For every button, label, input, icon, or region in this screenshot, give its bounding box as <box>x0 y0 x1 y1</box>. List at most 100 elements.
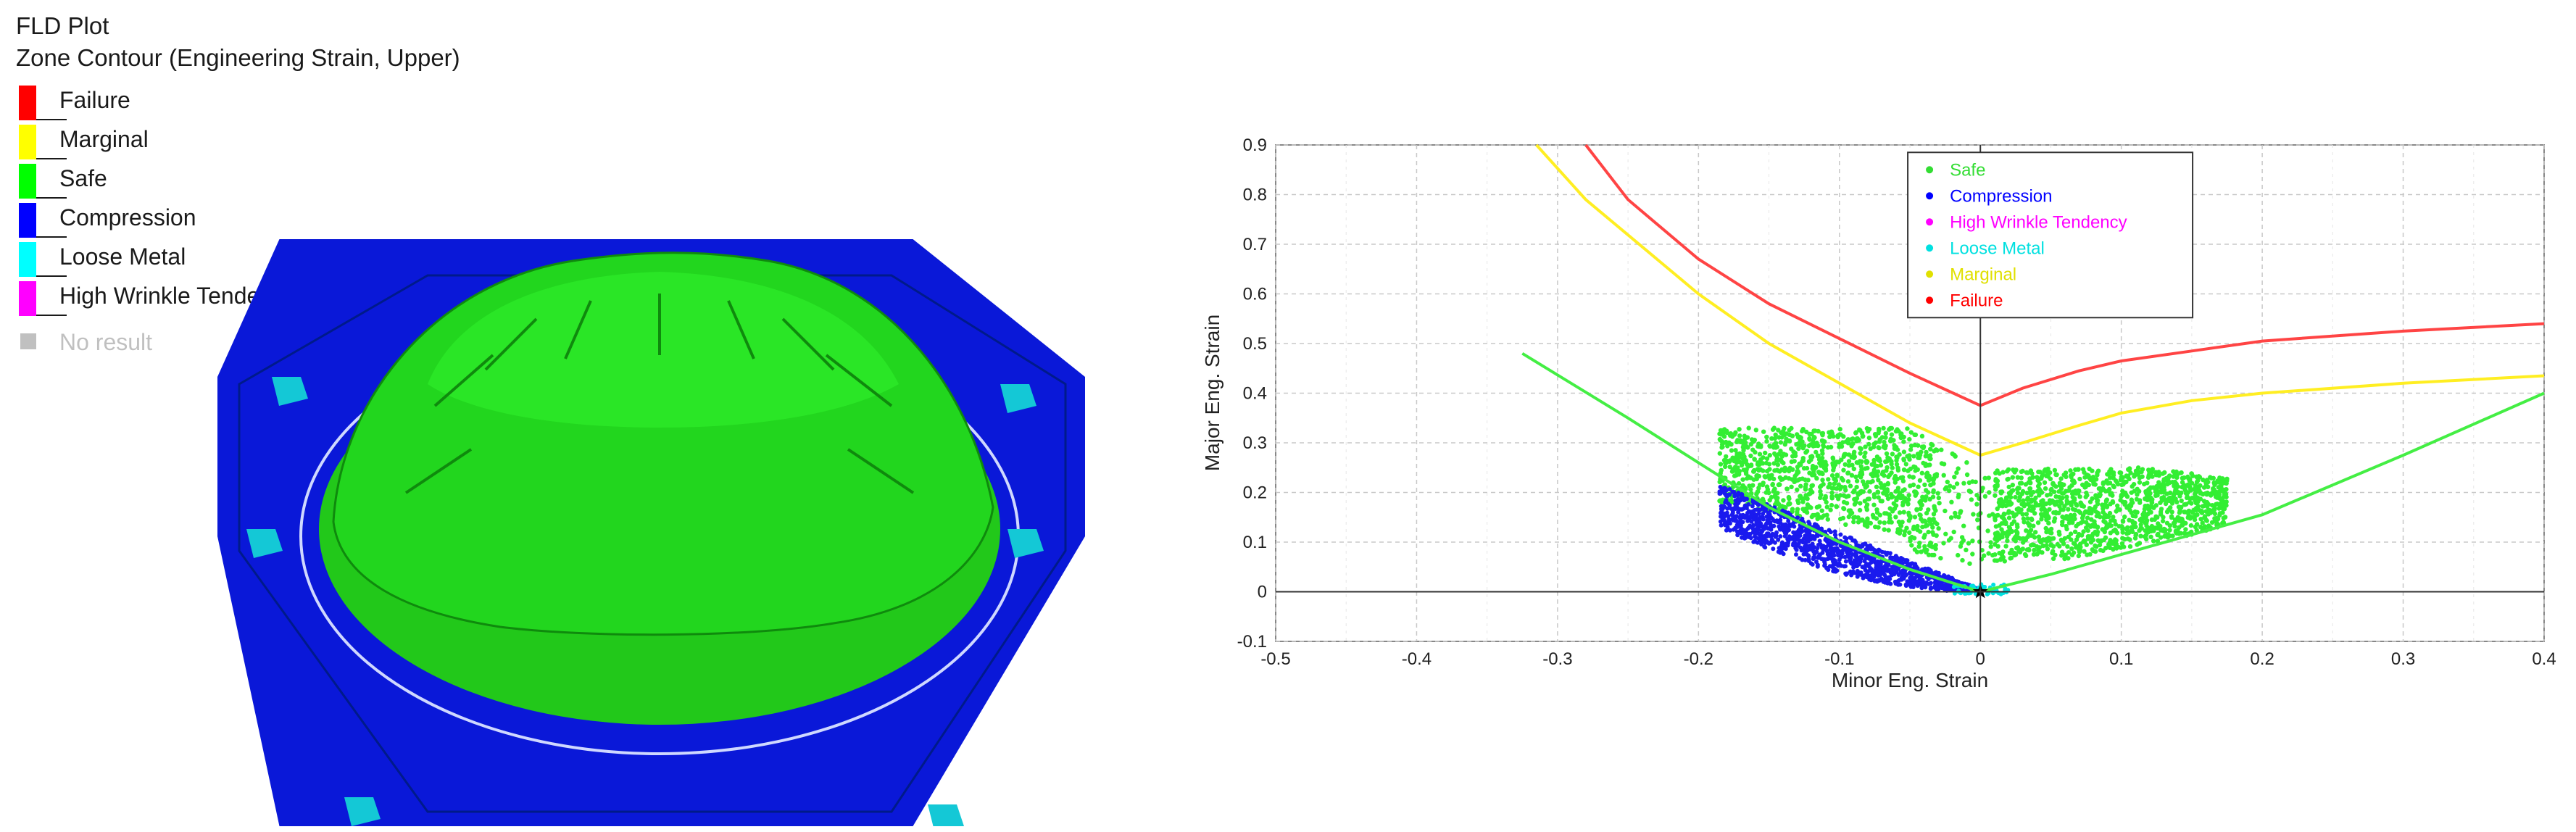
safe-point <box>2090 537 2095 543</box>
safe-point <box>1951 529 1956 535</box>
safe-point <box>1882 489 1887 494</box>
compression-point <box>1791 530 1796 535</box>
safe-point <box>1717 436 1723 442</box>
compression-point <box>1717 489 1722 494</box>
safe-point <box>2183 491 2189 496</box>
compression-point <box>1743 531 1748 536</box>
safe-point <box>2081 504 2086 509</box>
safe-point <box>2025 516 2030 521</box>
safe-point <box>2051 549 2056 554</box>
safe-point <box>1846 452 1852 457</box>
safe-point <box>2130 500 2135 505</box>
safe-point <box>2128 470 2133 475</box>
safe-point <box>2076 491 2081 496</box>
safe-point <box>2139 519 2145 524</box>
safe-point <box>2159 485 2164 491</box>
safe-point <box>2115 481 2121 487</box>
stamped-part-contour[interactable] <box>196 232 1109 826</box>
safe-point <box>2072 496 2077 502</box>
safe-point <box>1918 512 1923 518</box>
safe-point <box>1863 444 1868 449</box>
safe-point <box>2076 467 2081 472</box>
safe-point <box>1997 503 2003 509</box>
safe-point <box>1892 473 1898 479</box>
safe-point <box>2020 512 2025 517</box>
safe-point <box>1821 443 1826 448</box>
legend-entry: Marginal <box>1950 265 2016 284</box>
safe-point <box>2014 467 2019 473</box>
safe-point <box>2101 487 2106 492</box>
safe-point <box>1919 449 1924 454</box>
safe-point <box>1941 541 1946 546</box>
y-tick-label: 0.8 <box>1243 186 1267 205</box>
compression-point <box>1783 509 1788 515</box>
compression-point <box>1814 559 1819 565</box>
no-result-label: No result <box>59 329 153 355</box>
safe-point <box>1887 438 1893 444</box>
safe-point <box>1845 479 1851 484</box>
safe-point <box>1919 470 1924 475</box>
y-tick-label: 0 <box>1258 583 1267 602</box>
safe-point <box>2029 508 2035 513</box>
compression-point <box>1771 524 1776 529</box>
safe-point <box>2106 514 2111 519</box>
zone-swatch <box>19 203 36 238</box>
safe-point <box>2090 533 2095 538</box>
safe-point <box>1842 462 1848 467</box>
safe-point <box>2120 536 2125 541</box>
compression-point <box>1763 534 1769 539</box>
safe-point <box>1741 443 1746 448</box>
legend-entry: Safe <box>1950 160 1985 180</box>
safe-point <box>2062 515 2067 521</box>
compression-point <box>1855 568 1860 573</box>
safe-point <box>1734 439 1740 444</box>
safe-point <box>1722 464 1728 470</box>
safe-point <box>1761 429 1766 434</box>
compression-point <box>1724 488 1729 493</box>
compression-point <box>1861 565 1866 570</box>
safe-point <box>2066 515 2072 520</box>
safe-point <box>1860 434 1865 439</box>
compression-point <box>1764 514 1769 519</box>
compression-point <box>1926 568 1931 573</box>
safe-point <box>1752 457 1757 462</box>
safe-point <box>1882 511 1887 516</box>
safe-point <box>2211 475 2216 481</box>
safe-point <box>1767 443 1772 449</box>
safe-point <box>2151 538 2156 544</box>
safe-point <box>2126 467 2131 472</box>
safe-point <box>1807 437 1812 442</box>
safe-point <box>2032 547 2037 553</box>
safe-point <box>2021 498 2026 503</box>
safe-point <box>2127 503 2132 508</box>
safe-point <box>2072 512 2077 517</box>
compression-point <box>1727 517 1732 522</box>
safe-point <box>2009 528 2015 534</box>
compression-point <box>1763 541 1768 545</box>
safe-point <box>1928 456 1933 462</box>
safe-point <box>2183 527 2188 532</box>
safe-point <box>1900 478 1906 483</box>
safe-point <box>2103 535 2108 540</box>
safe-point <box>2103 520 2108 525</box>
safe-point <box>1837 493 1843 498</box>
safe-point <box>2188 488 2193 493</box>
fld-scatter-chart[interactable]: -0.5 -0.4 -0.3 -0.2 -0.1 0 0.1 0.2 0.3 0.4 -0.1 0 0.… <box>1174 101 2573 703</box>
safe-point <box>2170 480 2175 485</box>
safe-point <box>1898 475 1903 481</box>
safe-point <box>2033 495 2038 501</box>
safe-point <box>1911 526 1916 531</box>
safe-point <box>1747 483 1752 488</box>
safe-point <box>1834 493 1840 499</box>
safe-point <box>1795 469 1800 474</box>
compression-point <box>1811 555 1816 560</box>
safe-point <box>1841 434 1846 439</box>
safe-point <box>2061 507 2066 512</box>
safe-point <box>1943 531 1948 536</box>
safe-point <box>1993 536 1998 541</box>
zone-legend-item: Safe <box>16 159 451 199</box>
safe-point <box>2095 499 2100 504</box>
compression-point <box>1874 562 1879 567</box>
safe-point <box>1986 551 1991 556</box>
safe-point <box>1809 454 1814 459</box>
